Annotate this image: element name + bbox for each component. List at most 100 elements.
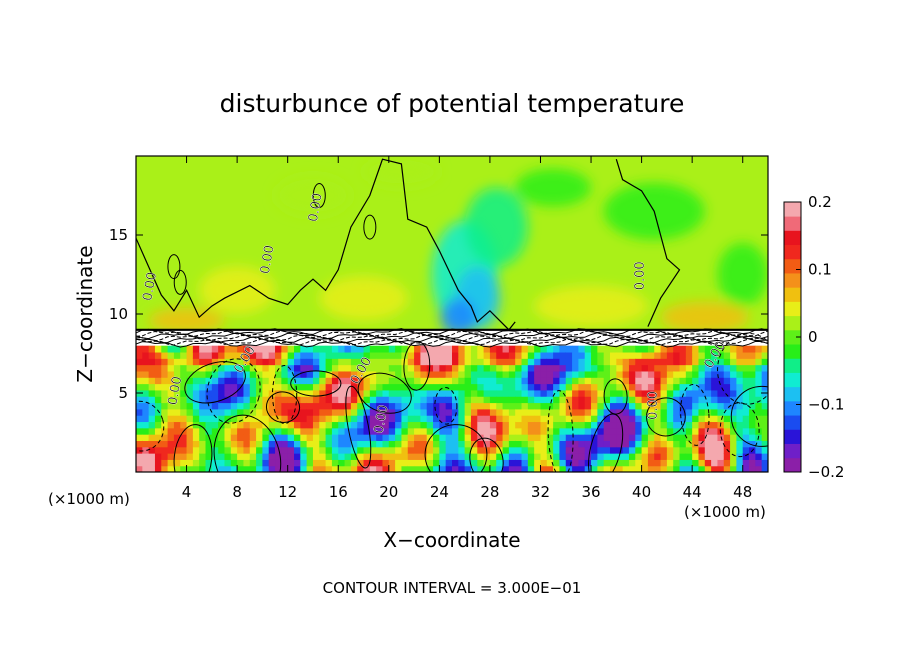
field-cell bbox=[249, 453, 257, 460]
field-cell bbox=[527, 345, 535, 353]
field-cell bbox=[281, 465, 289, 472]
field-cell bbox=[230, 459, 238, 467]
field-cell bbox=[249, 415, 257, 423]
field-cell bbox=[407, 377, 415, 385]
field-cell bbox=[148, 377, 156, 385]
field-cell bbox=[679, 440, 687, 448]
field-cell bbox=[666, 396, 674, 404]
field-cell bbox=[685, 453, 693, 460]
field-cell bbox=[319, 459, 327, 467]
field-cell bbox=[679, 465, 687, 472]
field-cell bbox=[534, 351, 542, 359]
field-cell bbox=[388, 434, 396, 441]
field-cell bbox=[154, 440, 162, 448]
field-cell bbox=[711, 415, 719, 423]
field-cell bbox=[294, 427, 301, 435]
contour-interval-footer: CONTOUR INTERVAL = 3.000E−01 bbox=[323, 579, 582, 597]
field-cell bbox=[673, 446, 681, 454]
field-cell bbox=[628, 408, 636, 416]
field-cell bbox=[281, 358, 289, 366]
field-cell bbox=[591, 459, 598, 467]
field-cell bbox=[344, 358, 352, 366]
field-cell bbox=[730, 364, 737, 372]
field-cell bbox=[237, 453, 245, 460]
field-cell bbox=[350, 345, 358, 353]
colorbar-tick-label: 0 bbox=[808, 328, 818, 346]
field-cell bbox=[186, 377, 194, 385]
field-cell bbox=[496, 434, 504, 441]
field-cell bbox=[312, 440, 320, 448]
field-cell bbox=[692, 402, 700, 410]
field-cell bbox=[717, 358, 725, 366]
field-cell bbox=[199, 377, 207, 385]
field-cell bbox=[508, 434, 516, 441]
field-cell bbox=[205, 453, 213, 460]
field-cell bbox=[243, 370, 251, 378]
field-cell bbox=[287, 358, 295, 366]
field-cell bbox=[565, 377, 573, 385]
field-cell bbox=[489, 415, 497, 423]
field-cell bbox=[199, 427, 207, 435]
field-cell bbox=[470, 370, 478, 378]
field-cell bbox=[224, 408, 232, 416]
field-cell bbox=[477, 364, 485, 372]
field-cell bbox=[300, 453, 308, 460]
field-cell bbox=[742, 358, 750, 366]
field-cell bbox=[628, 415, 636, 423]
field-cell bbox=[622, 370, 630, 378]
field-cell bbox=[388, 421, 396, 429]
field-cell bbox=[306, 345, 314, 353]
field-cell bbox=[357, 434, 365, 441]
field-cell bbox=[388, 446, 396, 454]
field-cell bbox=[218, 427, 226, 435]
field-cell bbox=[546, 383, 554, 391]
field-cell bbox=[426, 465, 434, 472]
field-cell bbox=[540, 427, 548, 435]
field-cell bbox=[641, 421, 649, 429]
field-cell bbox=[180, 421, 188, 429]
field-cell bbox=[186, 434, 194, 441]
plot-area: 0.000.000.000.000.000.000.000.00 0.000.00 bbox=[136, 156, 768, 472]
field-cell bbox=[717, 453, 725, 460]
field-cell bbox=[281, 408, 289, 416]
field-cell bbox=[597, 402, 605, 410]
field-cell bbox=[382, 459, 390, 467]
field-cell bbox=[230, 427, 238, 435]
field-cell bbox=[540, 453, 548, 460]
field-cell bbox=[230, 345, 238, 353]
field-cell bbox=[723, 459, 731, 467]
field-cell bbox=[376, 415, 384, 423]
field-cell bbox=[300, 459, 308, 467]
field-cell bbox=[553, 415, 561, 423]
field-cell bbox=[344, 351, 352, 359]
field-cell bbox=[641, 383, 649, 391]
field-cell bbox=[186, 453, 194, 460]
field-cell bbox=[483, 396, 491, 404]
field-cell bbox=[401, 465, 409, 472]
field-cell bbox=[136, 421, 143, 429]
field-cell bbox=[211, 427, 219, 435]
field-cell bbox=[439, 427, 447, 435]
field-cell bbox=[199, 383, 207, 391]
field-cell bbox=[502, 345, 510, 353]
field-cell bbox=[224, 434, 232, 441]
field-cell bbox=[742, 434, 750, 441]
field-cell bbox=[300, 396, 308, 404]
field-cell bbox=[540, 434, 548, 441]
field-cell bbox=[211, 446, 219, 454]
field-cell bbox=[458, 377, 466, 385]
field-cell bbox=[275, 421, 282, 429]
field-cell bbox=[186, 370, 194, 378]
field-cell bbox=[622, 364, 630, 372]
field-cell bbox=[477, 434, 485, 441]
field-cell bbox=[439, 421, 447, 429]
field-cell bbox=[540, 345, 548, 353]
field-cell bbox=[521, 389, 529, 397]
x-unit-left: (×1000 m) bbox=[48, 490, 130, 508]
field-cell bbox=[622, 402, 630, 410]
field-cell bbox=[730, 440, 737, 448]
field-cell bbox=[401, 345, 409, 353]
field-cell bbox=[211, 389, 219, 397]
field-cell bbox=[597, 389, 605, 397]
field-cell bbox=[584, 434, 592, 441]
